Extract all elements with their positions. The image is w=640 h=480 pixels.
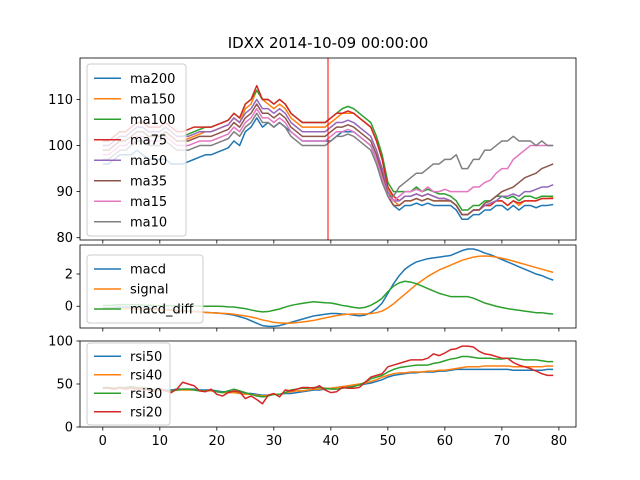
legend-label-rsi50: rsi50 xyxy=(130,350,162,365)
panel-macd: 0 2 macd signal macd_diff xyxy=(65,244,577,332)
legend-box xyxy=(86,342,171,426)
y-tick-label: 50 xyxy=(56,378,73,393)
legend: ma200 ma150 ma100 ma75 ma50 ma35 ma15 ma10 xyxy=(86,63,187,237)
x-tick-label: 10 xyxy=(152,434,169,449)
legend: macd signal macd_diff xyxy=(86,254,204,324)
series-lines xyxy=(102,345,554,405)
x-tick-label: 70 xyxy=(494,434,511,449)
legend-label-ma100: ma100 xyxy=(130,113,175,128)
legend-label-ma50: ma50 xyxy=(130,154,167,169)
legend-label-macd: macd xyxy=(130,263,166,278)
y-tick-label: 110 xyxy=(48,93,73,108)
legend-label-ma200: ma200 xyxy=(130,72,175,87)
y-tick-label: 90 xyxy=(56,185,73,200)
y-tick-label: 100 xyxy=(48,139,73,154)
legend-label-ma35: ma35 xyxy=(130,174,167,189)
legend-label-ma75: ma75 xyxy=(130,133,167,148)
legend-label-macd_diff: macd_diff xyxy=(130,303,194,318)
chart-title: IDXX 2014-10-09 00:00:00 xyxy=(228,34,429,52)
legend-label-rsi40: rsi40 xyxy=(130,368,162,383)
legend-label-rsi30: rsi30 xyxy=(130,387,162,402)
axes-frame xyxy=(79,57,577,241)
x-tick-label: 40 xyxy=(323,434,340,449)
series-line-rsi30 xyxy=(102,355,554,398)
panels: 8090100110ma200ma150ma100ma75ma50ma35ma1… xyxy=(48,57,577,449)
panel-price_ma: 80 90 100 110 ma200 ma150 ma100 ma75 ma50 ma35 ma1… xyxy=(48,57,577,246)
y-tick-label: 2 xyxy=(65,268,73,283)
x-tick-label: 30 xyxy=(266,434,283,449)
legend-box xyxy=(86,254,204,324)
x-tick-label: 20 xyxy=(209,434,226,449)
y-tick-label: 100 xyxy=(48,335,73,350)
legend-label-ma10: ma10 xyxy=(130,215,167,230)
legend-label-rsi20: rsi20 xyxy=(130,405,162,420)
legend-label-ma150: ma150 xyxy=(130,92,175,107)
legend-label-ma15: ma15 xyxy=(130,195,167,210)
legend: rsi50 rsi40 rsi30 rsi20 xyxy=(86,342,171,426)
y-tick-label: 0 xyxy=(65,421,73,436)
axes-frame xyxy=(79,244,577,329)
x-tick-label: 50 xyxy=(380,434,397,449)
legend-box xyxy=(86,63,187,237)
y-tick-label: 80 xyxy=(56,231,73,246)
series-line-rsi20 xyxy=(102,345,554,405)
legend-label-signal: signal xyxy=(130,283,168,298)
y-tick-label: 0 xyxy=(65,300,73,315)
x-tick-label: 0 xyxy=(99,434,107,449)
x-tick-label: 60 xyxy=(437,434,454,449)
x-tick-label: 80 xyxy=(551,434,568,449)
